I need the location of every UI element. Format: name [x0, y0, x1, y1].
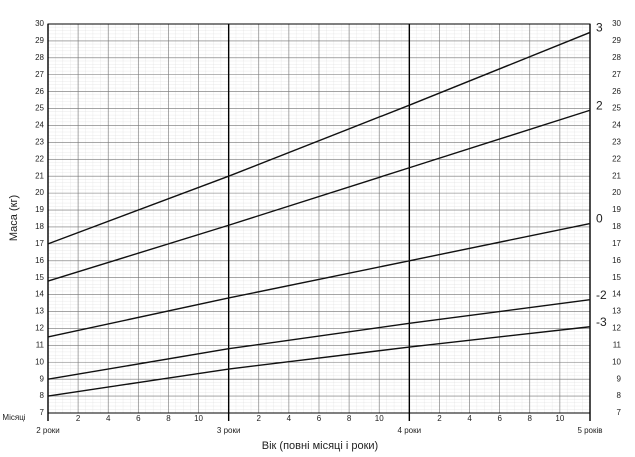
y-tick-label: 29 [612, 36, 621, 45]
y-tick-label: 27 [35, 70, 44, 79]
x-tick-label: 10 [375, 414, 384, 423]
y-tick-label: 30 [612, 19, 621, 28]
y-tick-label: 23 [35, 138, 44, 147]
y-tick-label: 16 [612, 256, 621, 265]
x-tick-label: 2 [437, 414, 442, 423]
y-tick-label: 27 [612, 70, 621, 79]
y-tick-label: 29 [35, 36, 44, 45]
curve-label: -2 [596, 288, 607, 302]
x-tick-label: 8 [166, 414, 171, 423]
y-tick-label: 18 [612, 222, 621, 231]
y-tick-label: 7 [40, 408, 45, 417]
y-tick-label: 12 [612, 324, 621, 333]
y-tick-label: 25 [612, 104, 621, 113]
y-tick-label: 8 [617, 391, 622, 400]
year-label: 3 роки [217, 426, 241, 435]
y-tick-label: 22 [35, 154, 44, 163]
y-tick-label: 9 [40, 374, 45, 383]
y-tick-label: 13 [612, 307, 621, 316]
y-tick-label: 8 [40, 391, 45, 400]
y-tick-label: 21 [612, 171, 621, 180]
year-label: 5 років [577, 426, 602, 435]
y-tick-label: 24 [612, 121, 621, 130]
y-tick-label: 11 [36, 340, 45, 349]
y-tick-label: 22 [612, 154, 621, 163]
y-tick-label: 26 [612, 87, 621, 96]
curve-label: 2 [596, 98, 603, 112]
x-tick-label: 10 [555, 414, 564, 423]
curve [47, 31, 591, 245]
x-tick-label: 8 [347, 414, 352, 423]
x-tick-label: 6 [497, 414, 502, 423]
x-tick-label: 6 [317, 414, 322, 423]
plot-frame [47, 23, 591, 414]
y-axis-label: Маса (кг) [8, 195, 20, 241]
x-tick-label: 4 [287, 414, 292, 423]
y-tick-label: 17 [35, 239, 44, 248]
y-tick-label: 14 [612, 290, 621, 299]
x-tick-label: 4 [467, 414, 472, 423]
y-tick-label: 16 [35, 256, 44, 265]
y-tick-label: 30 [35, 19, 44, 28]
y-tick-label: 15 [35, 273, 44, 282]
curve [47, 222, 591, 338]
y-tick-label: 10 [35, 357, 44, 366]
y-tick-label: 10 [612, 357, 621, 366]
y-tick-label: 25 [35, 104, 44, 113]
y-tick-label: 19 [612, 205, 621, 214]
year-label: 4 роки [398, 426, 422, 435]
y-tick-label: 26 [35, 87, 44, 96]
y-tick-label: 15 [612, 273, 621, 282]
curve [47, 326, 591, 397]
y-tick-label: 11 [613, 340, 622, 349]
y-tick-label: 9 [617, 374, 622, 383]
y-tick-label: 28 [612, 53, 621, 62]
y-tick-label: 13 [35, 307, 44, 316]
y-tick-label: 14 [35, 290, 44, 299]
y-tick-label: 20 [35, 188, 44, 197]
x-tick-label: 10 [194, 414, 203, 423]
curve-label: 3 [596, 21, 603, 35]
y-tick-label: 7 [617, 408, 622, 417]
x-tick-label: 6 [136, 414, 141, 423]
y-tick-label: 19 [35, 205, 44, 214]
curve [47, 298, 591, 380]
month-axis-label: Місяці [2, 413, 25, 422]
y-tick-label: 17 [612, 239, 621, 248]
curve-label: -3 [596, 315, 607, 329]
curve [47, 109, 591, 282]
x-tick-label: 2 [76, 414, 81, 423]
x-axis-label: Вік (повні місяці і роки) [262, 440, 378, 452]
y-tick-label: 12 [35, 324, 44, 333]
y-tick-label: 28 [35, 53, 44, 62]
x-tick-label: 8 [528, 414, 533, 423]
curve-label: 0 [596, 212, 603, 226]
y-tick-label: 18 [35, 222, 44, 231]
y-tick-label: 24 [35, 121, 44, 130]
x-tick-label: 4 [106, 414, 111, 423]
year-label: 2 роки [36, 426, 60, 435]
x-tick-label: 2 [257, 414, 262, 423]
y-tick-label: 20 [612, 188, 621, 197]
y-tick-label: 23 [612, 138, 621, 147]
y-tick-label: 21 [35, 171, 44, 180]
